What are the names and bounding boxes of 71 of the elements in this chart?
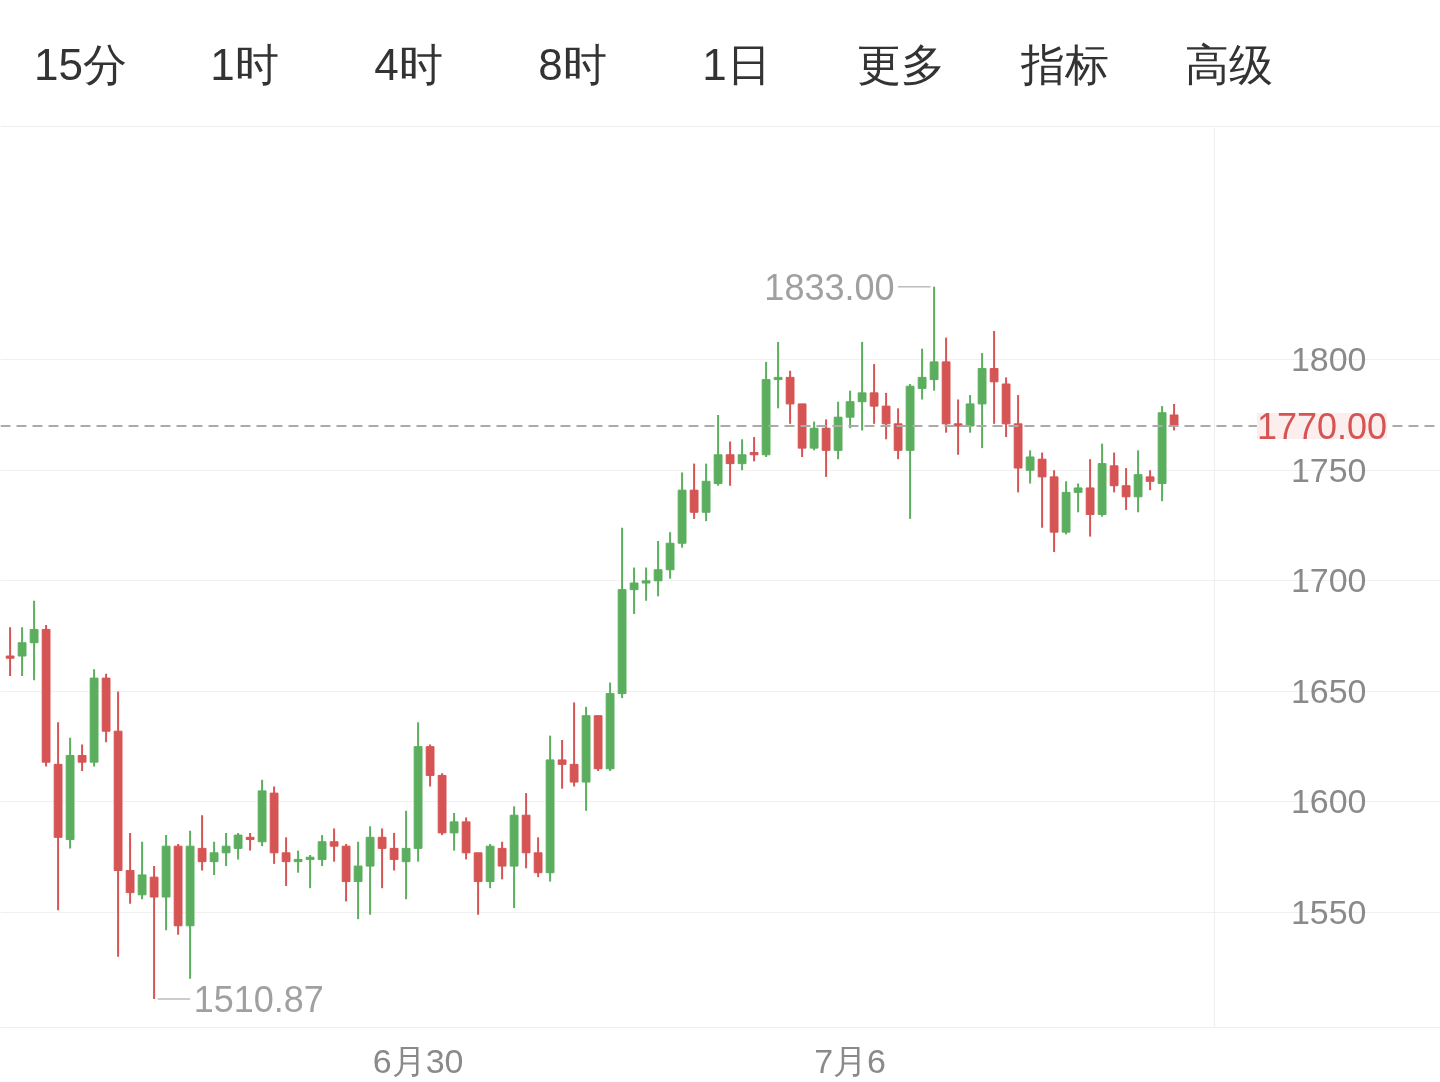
x-tick-label: 7月6 bbox=[814, 1041, 887, 1080]
text: 高级 bbox=[1184, 40, 1273, 89]
candlestick bbox=[77, 743, 87, 772]
candlestick bbox=[329, 827, 339, 863]
candlestick bbox=[725, 440, 735, 487]
candlestick bbox=[281, 836, 291, 887]
annotation: 1833.00 bbox=[764, 266, 895, 308]
candlestick bbox=[221, 831, 231, 868]
candlestick bbox=[809, 420, 819, 452]
candlestick bbox=[845, 389, 855, 430]
candlestick bbox=[1025, 449, 1035, 485]
candlestick bbox=[737, 438, 747, 472]
candlestick bbox=[197, 814, 207, 872]
candlestick bbox=[401, 809, 411, 901]
candlestick bbox=[773, 341, 783, 410]
candlestick bbox=[389, 831, 399, 872]
candlestick bbox=[449, 812, 459, 852]
candlestick bbox=[749, 436, 759, 463]
candlestick bbox=[1169, 402, 1179, 432]
candlestick bbox=[1109, 451, 1119, 494]
ref-line-label: 1770.00 bbox=[1256, 406, 1388, 448]
candlestick bbox=[209, 840, 219, 876]
candlestick bbox=[557, 739, 567, 790]
candlestick bbox=[569, 701, 579, 788]
text: 4时 bbox=[374, 40, 443, 89]
y-tick-label: 1600 bbox=[1290, 782, 1367, 821]
candlestick bbox=[929, 285, 939, 392]
candlestick bbox=[317, 834, 327, 868]
candlestick bbox=[5, 626, 15, 677]
y-tick-label: 1800 bbox=[1290, 340, 1367, 379]
candlestick bbox=[821, 418, 831, 478]
candlestick bbox=[233, 831, 243, 861]
candlestick bbox=[881, 391, 891, 441]
annotation: 1510.87 bbox=[193, 979, 324, 1021]
candlestick bbox=[689, 462, 699, 520]
candlestick bbox=[29, 599, 39, 682]
y-tick-label: 1750 bbox=[1290, 450, 1367, 489]
candlestick bbox=[653, 540, 663, 598]
candlestick bbox=[125, 831, 135, 905]
candlestick bbox=[1073, 482, 1083, 514]
candlestick bbox=[869, 363, 879, 425]
candlestick bbox=[965, 394, 975, 434]
text: 8时 bbox=[538, 40, 607, 89]
text: 指标 bbox=[1019, 40, 1109, 89]
candlestick bbox=[149, 865, 159, 1001]
candlestick bbox=[533, 836, 543, 879]
candlestick bbox=[377, 827, 387, 890]
candlestick bbox=[353, 840, 363, 921]
y-tick-label: 1700 bbox=[1290, 561, 1367, 600]
candlestick bbox=[1037, 451, 1047, 529]
candlestick bbox=[293, 849, 303, 874]
candlestick bbox=[989, 329, 999, 425]
candlestick bbox=[1121, 467, 1131, 512]
y-tick-label: 1550 bbox=[1290, 893, 1367, 932]
y-tick-label: 1650 bbox=[1290, 671, 1367, 710]
candlestick bbox=[17, 626, 27, 677]
candlestick bbox=[641, 566, 651, 602]
candlestick bbox=[137, 840, 147, 901]
text: 1时 bbox=[210, 40, 279, 89]
candlestick bbox=[857, 341, 867, 432]
candlestick bbox=[1133, 449, 1143, 514]
candlestick bbox=[953, 398, 963, 456]
candlestick bbox=[497, 840, 507, 881]
text: 15分 bbox=[34, 40, 127, 89]
text: 更多 bbox=[856, 40, 945, 89]
candlestick bbox=[629, 566, 639, 615]
text: 1日 bbox=[702, 40, 771, 89]
candlestick bbox=[305, 854, 315, 890]
candlestick bbox=[917, 347, 927, 401]
candlestick bbox=[1145, 469, 1155, 492]
x-tick-label: 6月30 bbox=[372, 1041, 464, 1080]
